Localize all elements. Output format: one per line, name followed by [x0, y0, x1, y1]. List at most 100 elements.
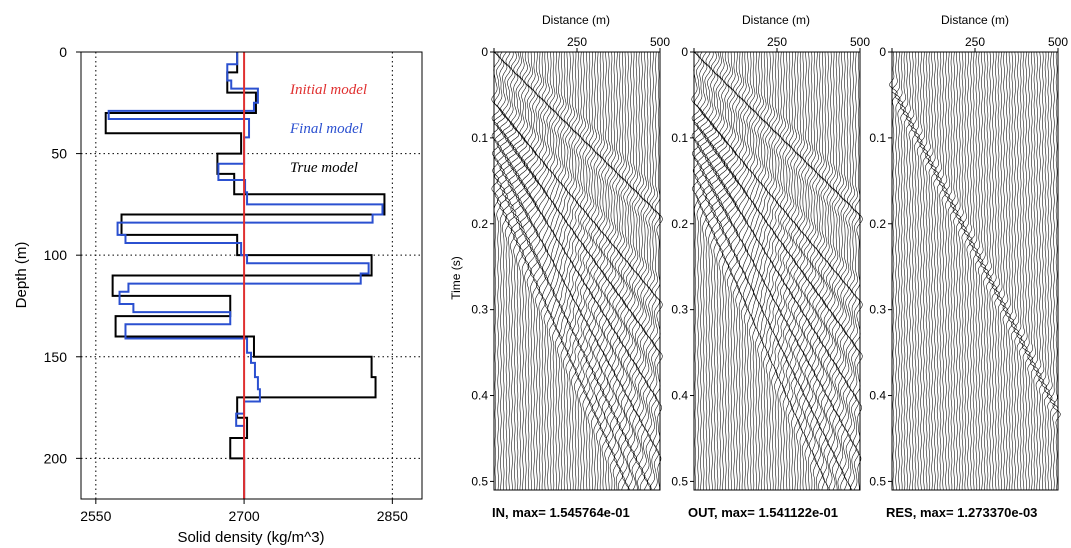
trace-11 — [721, 51, 730, 491]
trace-39 — [799, 51, 808, 491]
trace-28 — [568, 51, 577, 491]
trace-44 — [813, 51, 821, 490]
trace-40 — [802, 51, 810, 491]
trace-16 — [535, 51, 544, 491]
trace-58 — [651, 51, 660, 491]
true-model-line — [104, 52, 386, 499]
seis-y-tick-3: 0.3 — [869, 303, 886, 317]
trace-41 — [604, 51, 613, 490]
trace-8 — [513, 51, 522, 491]
trace-6 — [707, 51, 717, 490]
seis-y-tick-5: 0.5 — [471, 474, 488, 488]
trace-54 — [840, 51, 849, 491]
wiggle-traces — [889, 51, 1061, 491]
trace-43 — [1008, 51, 1017, 491]
trace-54 — [640, 51, 649, 491]
seis-x-tick-0: 250 — [965, 35, 985, 49]
trace-38 — [796, 51, 805, 491]
trace-17 — [936, 51, 945, 491]
trace-30 — [574, 51, 583, 491]
seismic-panel-in: Distance (m) Time (s) IN, max= 1.545764e… — [449, 13, 670, 520]
trace-31 — [974, 51, 984, 491]
trace-5 — [903, 51, 912, 491]
trace-43 — [810, 51, 819, 491]
trace-10 — [518, 51, 528, 491]
trace-27 — [766, 51, 774, 490]
trace-45 — [615, 51, 625, 491]
trace-35 — [986, 51, 995, 491]
wiggle-traces — [691, 51, 863, 491]
seis-y-tick-2: 0.2 — [671, 217, 688, 231]
trace-56 — [646, 51, 655, 491]
trace-24 — [757, 51, 766, 491]
trace-35 — [588, 51, 597, 491]
density-plot-frame — [80, 51, 423, 500]
legend-initial-model: Initial model — [289, 82, 367, 98]
trace-22 — [752, 51, 761, 491]
density-x-axis-label: Solid density (kg/m^3) — [177, 529, 324, 546]
seis-x-tick-1: 500 — [850, 35, 870, 49]
trace-22 — [552, 51, 561, 491]
seis-out-caption: OUT, max= 1.541122e-01 — [688, 505, 838, 520]
trace-4 — [702, 51, 711, 491]
seis-x-tick-1: 500 — [1048, 35, 1068, 49]
trace-37 — [593, 51, 602, 491]
trace-16 — [933, 51, 942, 491]
trace-12 — [922, 51, 931, 491]
trace-21 — [749, 51, 758, 491]
trace-0 — [691, 51, 700, 491]
trace-28 — [768, 51, 777, 491]
trace-56 — [846, 51, 855, 491]
trace-14 — [927, 51, 937, 491]
seis-x-tick-0: 250 — [767, 35, 787, 49]
trace-25 — [560, 51, 569, 491]
trace-55 — [643, 51, 652, 491]
trace-34 — [983, 51, 992, 491]
trace-1 — [493, 51, 503, 491]
trace-27 — [566, 51, 574, 490]
trace-38 — [994, 51, 1003, 491]
trace-0 — [491, 51, 500, 491]
seis-y-tick-0: 0 — [481, 45, 488, 59]
trace-36 — [791, 51, 799, 491]
trace-18 — [741, 51, 749, 491]
trace-14 — [729, 51, 739, 491]
trace-32 — [580, 51, 588, 491]
trace-11 — [919, 51, 928, 491]
trace-15 — [532, 51, 542, 491]
legend-final-model: Final model — [289, 121, 363, 137]
trace-9 — [516, 51, 525, 491]
density-y-tick-4: 200 — [44, 450, 68, 466]
trace-17 — [538, 51, 547, 491]
trace-3 — [499, 51, 508, 491]
trace-57 — [849, 51, 857, 491]
trace-19 — [743, 51, 752, 491]
trace-53 — [1035, 51, 1045, 491]
trace-58 — [1049, 51, 1058, 491]
trace-53 — [838, 51, 846, 491]
trace-46 — [1016, 51, 1025, 491]
seismic-panel-out: Distance (m) OUT, max= 1.541122e-01 250 5… — [671, 13, 870, 520]
trace-19 — [941, 51, 951, 491]
trace-17 — [738, 51, 747, 491]
trace-12 — [524, 51, 533, 491]
trace-49 — [1024, 51, 1034, 491]
trace-6 — [507, 51, 517, 490]
trace-4 — [502, 51, 511, 491]
trace-37 — [793, 51, 802, 491]
seis-y-tick-2: 0.2 — [471, 217, 488, 231]
trace-20 — [746, 51, 755, 491]
trace-1 — [892, 51, 901, 491]
trace-57 — [649, 51, 657, 491]
density-profile-chart: 2550 2700 2850 0 50 100 150 200 Solid density … — [13, 44, 423, 546]
density-y-ticks: 0 50 100 150 200 — [44, 44, 81, 466]
legend-true-model: True model — [290, 160, 358, 176]
trace-29 — [771, 51, 780, 491]
density-y-tick-0: 0 — [59, 44, 67, 60]
trace-41 — [804, 51, 813, 491]
trace-48 — [1022, 51, 1031, 491]
trace-52 — [835, 51, 844, 491]
trace-13 — [727, 51, 736, 490]
seis-in-y-label: Time (s) — [449, 256, 463, 300]
trace-21 — [549, 51, 558, 491]
